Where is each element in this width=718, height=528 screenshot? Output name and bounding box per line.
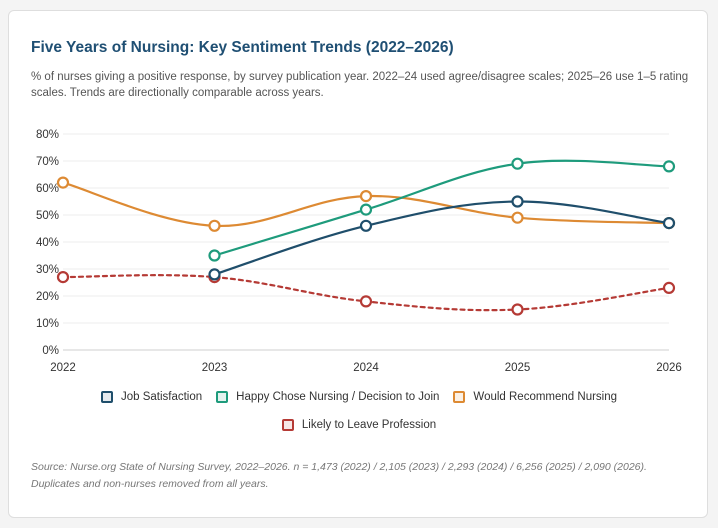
series-line xyxy=(213,159,671,257)
x-tick-label: 2026 xyxy=(656,362,682,371)
legend-label: Would Recommend Nursing xyxy=(473,391,618,403)
y-tick-label: 0% xyxy=(42,345,59,357)
data-point xyxy=(208,249,221,262)
y-tick-label: 20% xyxy=(36,291,59,303)
legend-label: Job Satisfaction xyxy=(120,391,203,403)
y-tick-label: 30% xyxy=(36,264,59,276)
legend-row-primary: Job Satisfaction Happy Chose Nursing / De… xyxy=(9,391,709,403)
data-point xyxy=(511,211,524,224)
x-tick-label: 2024 xyxy=(353,362,379,371)
legend-item[interactable]: Would Recommend Nursing xyxy=(453,391,617,403)
data-point xyxy=(359,190,373,203)
legend-swatch xyxy=(453,391,466,403)
data-point xyxy=(56,271,70,284)
legend-item[interactable]: Happy Chose Nursing / Decision to Join xyxy=(216,391,439,403)
y-tick-label: 40% xyxy=(36,237,59,249)
y-tick-label: 70% xyxy=(36,156,59,168)
legend-row-secondary: Likely to Leave Profession xyxy=(9,419,709,431)
data-point xyxy=(662,217,676,230)
data-point xyxy=(662,160,676,173)
data-point xyxy=(511,303,524,316)
legend-swatch xyxy=(281,419,294,431)
line-chart: 0% 10% 20% 30% 40% 50% 60% 70% 80% 2022 2023 2024 20… xyxy=(36,129,682,371)
source-note: Source: Nurse.org State of Nursing Surve… xyxy=(31,461,647,490)
chart-subtitle: % of nurses giving a positive response, … xyxy=(31,71,689,99)
x-tick-label: 2025 xyxy=(505,362,531,371)
data-point xyxy=(56,176,70,189)
legend-swatch xyxy=(216,391,229,403)
legend-swatch xyxy=(100,391,113,403)
legend-item[interactable]: Likely to Leave Profession xyxy=(281,419,437,431)
chart-card: Five Years of Nursing: Key Sentiment Tre… xyxy=(8,10,708,518)
x-tick-label: 2023 xyxy=(202,362,228,371)
data-point xyxy=(359,295,373,308)
data-point xyxy=(511,195,524,208)
series-line xyxy=(213,200,671,276)
data-point xyxy=(359,219,373,232)
data-point xyxy=(511,157,524,170)
y-tick-label: 10% xyxy=(36,318,59,330)
data-point xyxy=(662,281,676,294)
data-point xyxy=(208,219,221,232)
legend-label: Likely to Leave Profession xyxy=(301,419,437,431)
x-tick-label: 2022 xyxy=(50,362,76,371)
y-tick-label: 80% xyxy=(36,129,59,141)
y-tick-label: 50% xyxy=(36,210,59,222)
chart-title: Five Years of Nursing: Key Sentiment Tre… xyxy=(31,39,454,56)
data-point xyxy=(359,203,373,216)
legend-item[interactable]: Job Satisfaction xyxy=(100,391,203,403)
legend-label: Happy Chose Nursing / Decision to Join xyxy=(236,391,440,403)
y-tick-label: 60% xyxy=(36,183,59,195)
data-point xyxy=(208,268,221,281)
